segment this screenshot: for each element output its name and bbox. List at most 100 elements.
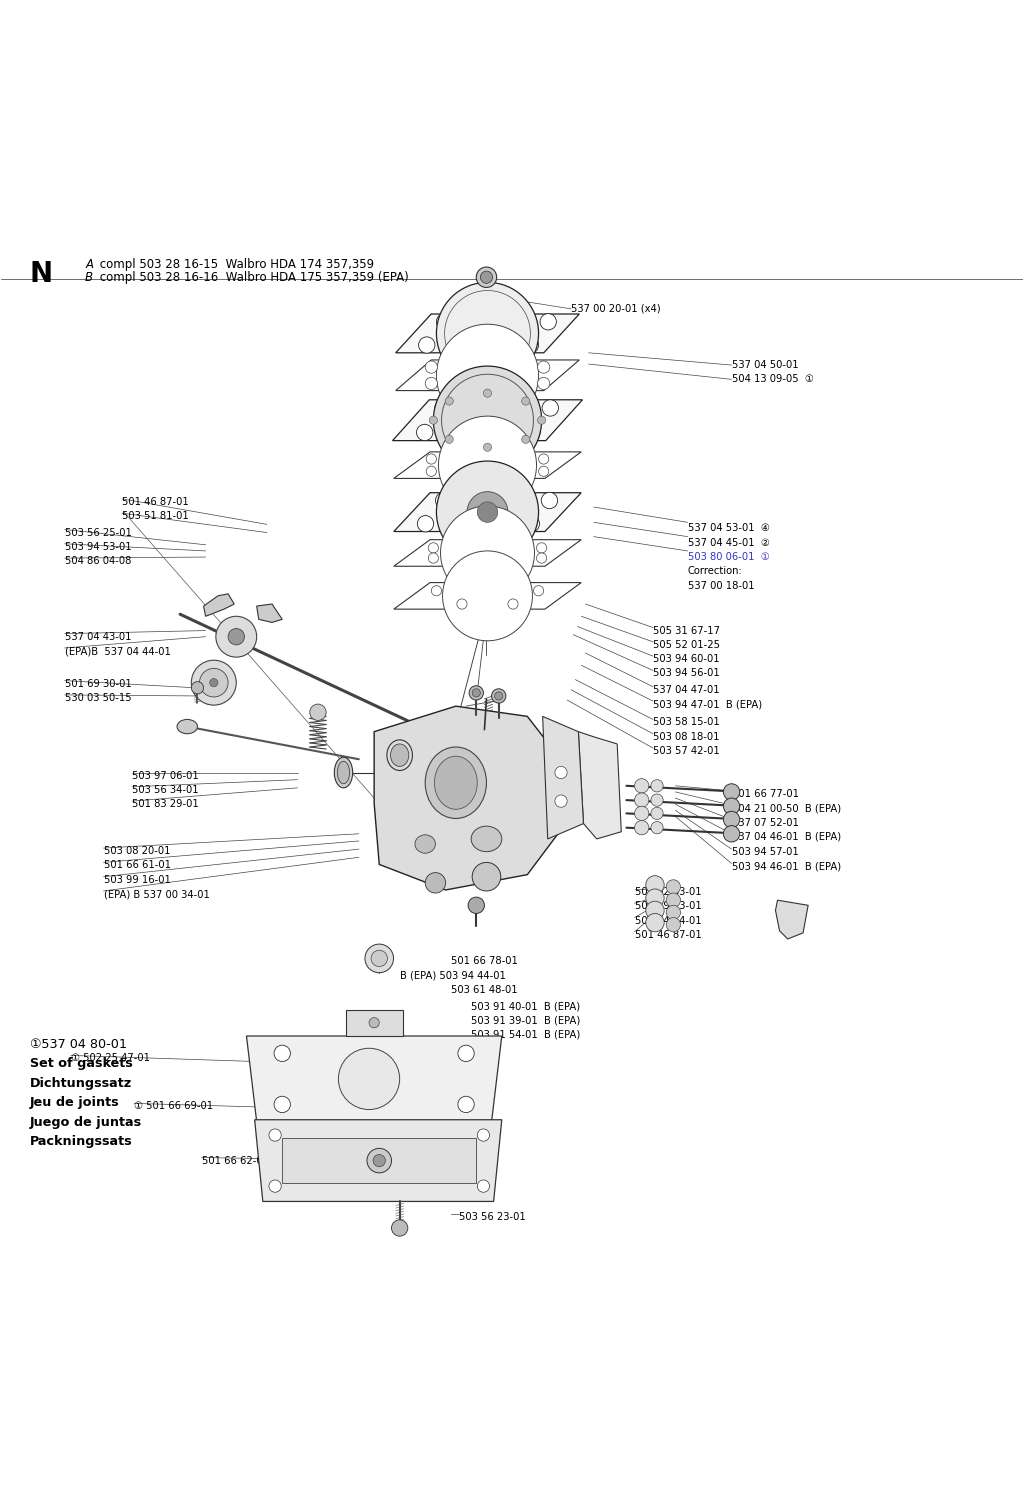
Circle shape xyxy=(538,362,550,374)
Text: 537 04 46-01  B (EPA): 537 04 46-01 B (EPA) xyxy=(731,832,841,841)
Circle shape xyxy=(425,378,437,390)
Circle shape xyxy=(269,1129,282,1141)
Circle shape xyxy=(651,822,664,834)
Text: 501 66 78-01: 501 66 78-01 xyxy=(451,956,517,967)
Circle shape xyxy=(555,766,567,778)
Text: ① 501 66 69-01: ① 501 66 69-01 xyxy=(134,1101,213,1112)
Circle shape xyxy=(458,1046,474,1062)
Circle shape xyxy=(216,617,257,657)
Polygon shape xyxy=(247,1035,502,1122)
Circle shape xyxy=(426,466,436,477)
Circle shape xyxy=(191,681,204,693)
Text: 504 21 00-50  B (EPA): 504 21 00-50 B (EPA) xyxy=(731,804,841,813)
Circle shape xyxy=(542,400,558,417)
Polygon shape xyxy=(392,400,583,441)
Circle shape xyxy=(428,553,438,563)
Text: 503 91 40-01  B (EPA): 503 91 40-01 B (EPA) xyxy=(471,1001,581,1011)
Text: 503 57 42-01: 503 57 42-01 xyxy=(653,746,720,756)
Circle shape xyxy=(373,1155,385,1167)
Circle shape xyxy=(436,282,539,384)
Circle shape xyxy=(429,417,437,424)
Polygon shape xyxy=(395,314,580,353)
Circle shape xyxy=(338,1049,399,1110)
Polygon shape xyxy=(394,451,582,478)
Circle shape xyxy=(435,493,452,508)
Text: B: B xyxy=(85,270,93,284)
Text: 503 19 23-01: 503 19 23-01 xyxy=(635,901,701,911)
Polygon shape xyxy=(394,539,582,566)
Circle shape xyxy=(646,901,665,920)
Circle shape xyxy=(210,678,218,687)
Polygon shape xyxy=(394,493,582,532)
Circle shape xyxy=(477,502,498,523)
Text: 503 94 53-01: 503 94 53-01 xyxy=(65,542,131,551)
Text: 503 51 81-01: 503 51 81-01 xyxy=(122,511,188,521)
Text: 503 56 34-01: 503 56 34-01 xyxy=(132,784,199,795)
Ellipse shape xyxy=(415,835,435,853)
Circle shape xyxy=(651,807,664,820)
Circle shape xyxy=(472,862,501,890)
Text: 503 94 54-01: 503 94 54-01 xyxy=(635,916,701,926)
Circle shape xyxy=(667,893,681,907)
Circle shape xyxy=(646,875,665,893)
Text: 506 02 83-01: 506 02 83-01 xyxy=(635,887,701,896)
Circle shape xyxy=(723,798,739,814)
Circle shape xyxy=(441,375,534,466)
Text: (EPA)B  537 04 44-01: (EPA)B 537 04 44-01 xyxy=(65,645,171,656)
Ellipse shape xyxy=(334,757,352,787)
Text: 503 94 60-01: 503 94 60-01 xyxy=(653,654,720,665)
Circle shape xyxy=(438,417,537,514)
Circle shape xyxy=(538,378,550,390)
Ellipse shape xyxy=(390,744,409,766)
Text: 503 97 06-01: 503 97 06-01 xyxy=(132,771,199,780)
Circle shape xyxy=(635,820,649,835)
Text: 503 56 23-01: 503 56 23-01 xyxy=(459,1212,525,1222)
Text: 537 04 45-01  ②: 537 04 45-01 ② xyxy=(688,538,769,548)
Text: 505 52 01-25: 505 52 01-25 xyxy=(653,639,720,650)
Circle shape xyxy=(371,950,387,967)
Circle shape xyxy=(436,324,539,426)
Circle shape xyxy=(468,896,484,913)
Text: 537 00 18-01: 537 00 18-01 xyxy=(688,581,755,590)
Text: N: N xyxy=(30,260,53,288)
Circle shape xyxy=(269,1180,282,1192)
Circle shape xyxy=(425,362,437,374)
Text: 503 61 48-01: 503 61 48-01 xyxy=(451,985,517,995)
Circle shape xyxy=(538,417,546,424)
Circle shape xyxy=(440,506,535,601)
Text: 530 03 50-15: 530 03 50-15 xyxy=(65,693,131,704)
Text: compl 503 28 16-16  Walbro HDA 175 357,359 (EPA): compl 503 28 16-16 Walbro HDA 175 357,35… xyxy=(96,270,410,284)
Text: 501 46 87-01: 501 46 87-01 xyxy=(635,929,701,940)
Circle shape xyxy=(635,793,649,807)
Circle shape xyxy=(436,314,453,330)
Text: A: A xyxy=(85,258,93,270)
Circle shape xyxy=(635,807,649,820)
Circle shape xyxy=(667,905,681,920)
Polygon shape xyxy=(374,707,563,890)
Text: ①537 04 80-01: ①537 04 80-01 xyxy=(30,1038,127,1052)
Circle shape xyxy=(391,1219,408,1236)
Circle shape xyxy=(274,1046,291,1062)
Ellipse shape xyxy=(177,720,198,734)
Circle shape xyxy=(467,492,508,532)
Ellipse shape xyxy=(425,747,486,819)
Polygon shape xyxy=(255,1119,502,1201)
Text: 503 94 47-01  B (EPA): 503 94 47-01 B (EPA) xyxy=(653,699,762,710)
Circle shape xyxy=(367,1149,391,1173)
Circle shape xyxy=(667,880,681,893)
Ellipse shape xyxy=(471,826,502,852)
Circle shape xyxy=(521,397,529,405)
Text: 501 46 87-01: 501 46 87-01 xyxy=(122,498,188,506)
Circle shape xyxy=(228,629,245,645)
Text: Packningssats: Packningssats xyxy=(30,1135,133,1147)
Circle shape xyxy=(523,424,540,441)
Circle shape xyxy=(646,913,665,932)
Circle shape xyxy=(477,1180,489,1192)
Text: 537 04 43-01: 537 04 43-01 xyxy=(65,632,131,642)
Text: Set of gaskets: Set of gaskets xyxy=(30,1058,133,1071)
Circle shape xyxy=(723,811,739,828)
Circle shape xyxy=(555,795,567,807)
Text: 504 86 04-08: 504 86 04-08 xyxy=(65,556,131,566)
Text: 503 99 16-01: 503 99 16-01 xyxy=(103,875,170,884)
Circle shape xyxy=(539,454,549,465)
